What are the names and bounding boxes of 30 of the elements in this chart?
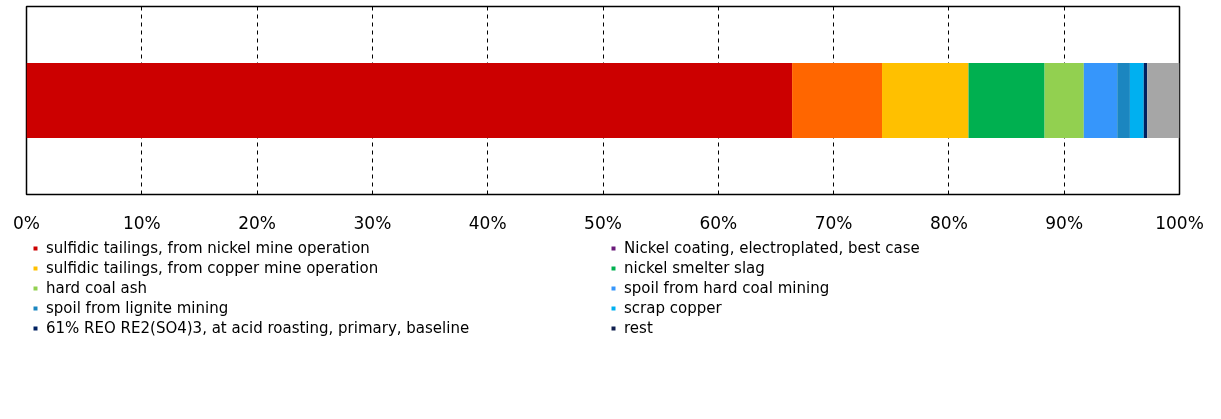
bar xyxy=(26,62,793,139)
bar xyxy=(1083,62,1118,139)
x-tick-label: 40% xyxy=(468,212,507,233)
legend-label: rest xyxy=(624,319,654,337)
x-tick-label: 80% xyxy=(930,212,968,233)
legend-label: scrap copper xyxy=(624,299,723,317)
bar xyxy=(1044,62,1084,139)
legend-label: spoil from lignite mining xyxy=(46,299,230,317)
bar xyxy=(792,62,883,139)
legend-label: hard coal ash xyxy=(46,279,148,297)
x-tick-label: 10% xyxy=(122,212,161,233)
x-tick-label: 70% xyxy=(814,212,853,233)
x-tick-label: 50% xyxy=(584,212,622,233)
bar xyxy=(1117,62,1130,139)
legend-label: sulfidic tailings, from nickel mine operation xyxy=(46,239,371,257)
legend-label: sulfidic tailings, from copper mine operation xyxy=(46,259,380,277)
legend-label: nickel smelter slag xyxy=(624,259,766,277)
bar xyxy=(1147,62,1180,139)
x-tick-label: 60% xyxy=(699,212,738,233)
bar xyxy=(1129,62,1144,139)
x-tick-label: 30% xyxy=(353,212,392,233)
bar xyxy=(968,62,1045,139)
x-tick-label: 100% xyxy=(1155,212,1204,233)
legend-label: Nickel coating, electroplated, best case xyxy=(624,239,921,257)
legend-label: spoil from hard coal mining xyxy=(624,279,831,297)
bar xyxy=(882,62,969,139)
x-tick-label: 90% xyxy=(1045,212,1084,233)
legend-label: 61% REO RE2(SO4)3, at acid roasting, primary, baseline xyxy=(46,319,471,337)
x-tick-label: 0% xyxy=(13,212,40,233)
x-tick-label: 20% xyxy=(238,212,276,233)
